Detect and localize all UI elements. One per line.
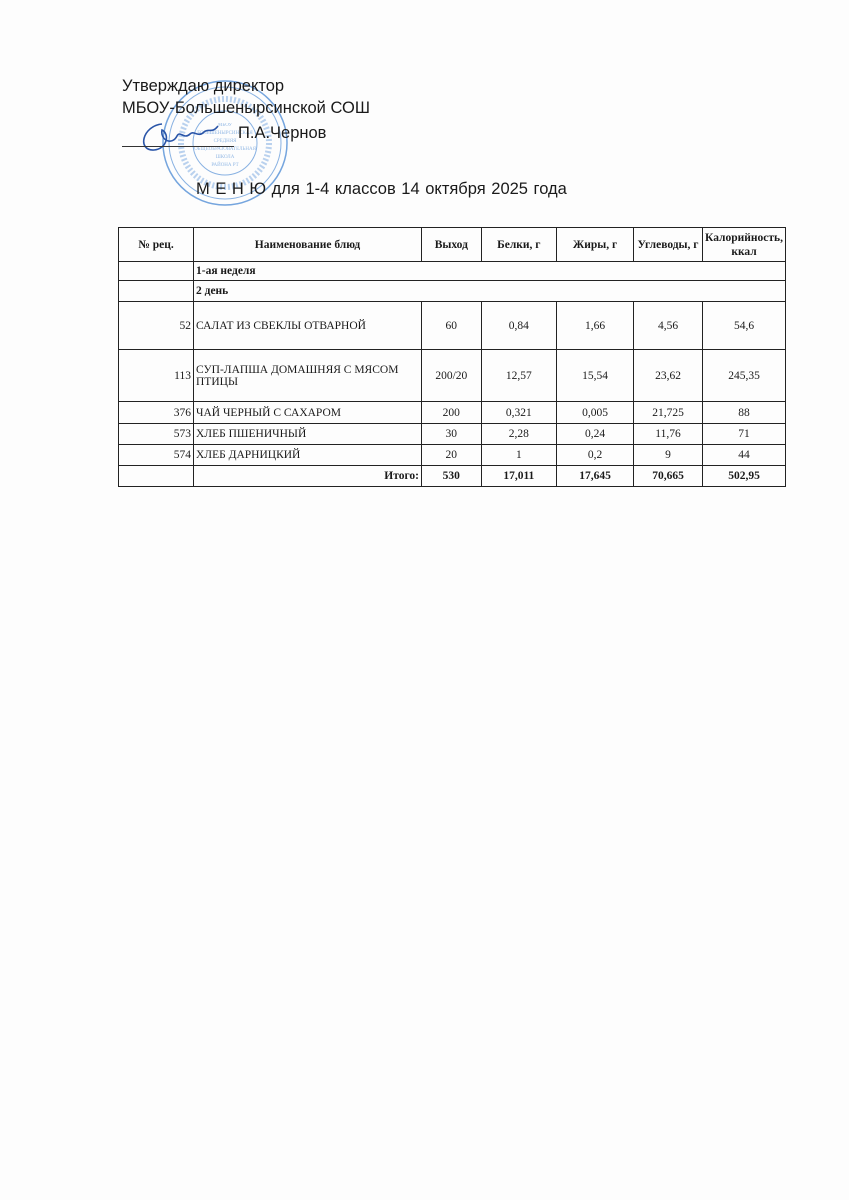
day-row: 2 день (118, 280, 786, 302)
table-row: 376 ЧАЙ ЧЕРНЫЙ С САХАРОМ 200 0,321 0,005 21,7… (118, 401, 786, 424)
cell-carbs: 11,76 (633, 423, 704, 445)
total-yield: 530 (421, 465, 482, 487)
col-header-name: Наименование блюд (193, 227, 422, 262)
cell-kcal: 44 (702, 444, 786, 466)
cell-fat: 0,005 (556, 401, 635, 424)
signature-line (122, 146, 234, 147)
table-header-row: № рец. Наименование блюд Выход Белки, г … (118, 227, 786, 262)
director-name: П.А.Чернов (238, 124, 327, 142)
svg-text:РАЙОНА РТ: РАЙОНА РТ (211, 162, 238, 168)
cell-rec: 574 (118, 444, 194, 466)
table-row: 52 САЛАТ ИЗ СВЕКЛЫ ОТВАРНОЙ 60 0,84 1,66 4,56… (118, 301, 786, 350)
cell-protein: 0,321 (480, 401, 558, 424)
table-row: 113 СУП-ЛАПША ДОМАШНЯЯ С МЯСОМ ПТИЦЫ 200/2… (118, 349, 786, 402)
total-carbs: 70,665 (633, 465, 704, 487)
total-kcal: 502,95 (702, 465, 786, 487)
cell-fat: 0,24 (556, 423, 635, 445)
week-label: 1-ая неделя (193, 261, 786, 281)
cell-yield: 20 (421, 444, 482, 466)
col-header-fat: Жиры, г (556, 227, 635, 262)
table-row: 574 ХЛЕБ ДАРНИЦКИЙ 20 1 0,2 9 44 (118, 444, 786, 466)
cell-rec: 113 (118, 349, 194, 402)
signature (142, 123, 219, 151)
cell-rec: 376 (118, 401, 194, 424)
cell-name: ХЛЕБ ПШЕНИЧНЫЙ (193, 423, 422, 445)
svg-text:МБОУ: МБОУ (218, 123, 233, 128)
cell-carbs: 9 (633, 444, 704, 466)
cell-carbs: 23,62 (633, 349, 704, 402)
total-protein: 17,011 (480, 465, 558, 487)
cell-kcal: 71 (702, 423, 786, 445)
cell-protein: 12,57 (480, 349, 558, 402)
col-header-protein: Белки, г (480, 227, 558, 262)
cell-name: ХЛЕБ ДАРНИЦКИЙ (193, 444, 422, 466)
col-header-kcal: Калорийность, ккал (702, 227, 786, 262)
cell-fat: 15,54 (556, 349, 635, 402)
cell-kcal: 88 (702, 401, 786, 424)
svg-text:БОЛЬШЕНЫРСИНСКАЯ: БОЛЬШЕНЫРСИНСКАЯ (197, 131, 253, 136)
cell-name: ЧАЙ ЧЕРНЫЙ С САХАРОМ (193, 401, 422, 424)
cell-fat: 0,2 (556, 444, 635, 466)
col-header-rec: № рец. (118, 227, 194, 262)
table-row: 573 ХЛЕБ ПШЕНИЧНЫЙ 30 2,28 0,24 11,76 71 (118, 423, 786, 445)
cell-yield: 30 (421, 423, 482, 445)
cell-name: САЛАТ ИЗ СВЕКЛЫ ОТВАРНОЙ (193, 301, 422, 350)
cell-rec: 52 (118, 301, 194, 350)
total-label: Итого: (193, 465, 422, 487)
cell-carbs: 4,56 (633, 301, 704, 350)
cell-name: СУП-ЛАПША ДОМАШНЯЯ С МЯСОМ ПТИЦЫ (193, 349, 422, 402)
svg-text:СРЕДНЯЯ: СРЕДНЯЯ (214, 139, 238, 144)
cell-protein: 2,28 (480, 423, 558, 445)
cell-fat: 1,66 (556, 301, 635, 350)
organization-name: МБОУ-Большенырсинской СОШ (122, 99, 370, 117)
day-label: 2 день (193, 280, 786, 302)
col-header-yield: Выход (421, 227, 482, 262)
col-header-carbs: Углеводы, г (633, 227, 704, 262)
cell-kcal: 54,6 (702, 301, 786, 350)
cell-rec: 573 (118, 423, 194, 445)
cell-kcal: 245,35 (702, 349, 786, 402)
cell-protein: 0,84 (480, 301, 558, 350)
cell-yield: 60 (421, 301, 482, 350)
page-title: М Е Н Ю для 1-4 классов 14 октября 2025 … (196, 180, 567, 198)
cell-protein: 1 (480, 444, 558, 466)
total-row: Итого: 530 17,011 17,645 70,665 502,95 (118, 465, 786, 487)
official-stamp: МБОУ БОЛЬШЕНЫРСИНСКАЯ СРЕДНЯЯ ОБЩЕОБРАЗОВА… (162, 80, 288, 206)
total-fat: 17,645 (556, 465, 635, 487)
menu-table: № рец. Наименование блюд Выход Белки, г … (118, 227, 786, 487)
week-row: 1-ая неделя (118, 261, 786, 281)
svg-text:ШКОЛА: ШКОЛА (216, 155, 235, 160)
approval-line: Утверждаю директор (122, 77, 285, 95)
cell-carbs: 21,725 (633, 401, 704, 424)
cell-yield: 200 (421, 401, 482, 424)
svg-text:ОБЩЕОБРАЗОВАТЕЛЬНАЯ: ОБЩЕОБРАЗОВАТЕЛЬНАЯ (194, 147, 257, 152)
cell-yield: 200/20 (421, 349, 482, 402)
